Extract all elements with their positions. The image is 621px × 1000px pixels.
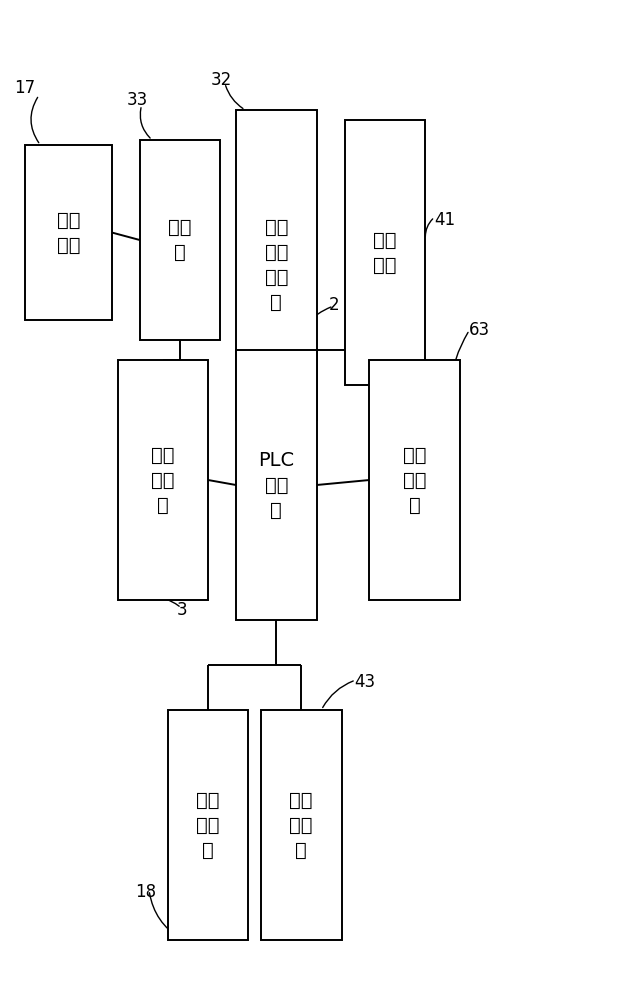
- Text: 光栅
接收
器: 光栅 接收 器: [196, 790, 220, 859]
- Text: 检测
探针: 检测 探针: [57, 210, 80, 254]
- FancyBboxPatch shape: [168, 710, 248, 940]
- FancyBboxPatch shape: [25, 145, 112, 320]
- FancyBboxPatch shape: [236, 110, 317, 420]
- Text: 光栅
发射
器: 光栅 发射 器: [289, 790, 313, 859]
- Text: 17: 17: [14, 79, 35, 97]
- Text: 41: 41: [435, 211, 456, 229]
- FancyBboxPatch shape: [140, 140, 220, 340]
- Text: 63: 63: [469, 321, 490, 339]
- Text: 18: 18: [135, 883, 156, 901]
- Text: 上位
机系
统: 上位 机系 统: [152, 446, 175, 514]
- Text: PLC
控制
器: PLC 控制 器: [258, 450, 294, 520]
- FancyBboxPatch shape: [236, 350, 317, 620]
- FancyBboxPatch shape: [261, 710, 342, 940]
- FancyBboxPatch shape: [369, 360, 460, 600]
- Text: 43: 43: [354, 673, 375, 691]
- Text: 视觉
检测
摄像
头: 视觉 检测 摄像 头: [265, 218, 288, 312]
- Text: 2: 2: [329, 296, 340, 314]
- Text: 33: 33: [127, 91, 148, 109]
- Text: 伺服
驱动
器: 伺服 驱动 器: [403, 446, 426, 514]
- FancyBboxPatch shape: [345, 120, 425, 385]
- Text: 报警
装置: 报警 装置: [373, 231, 397, 274]
- FancyBboxPatch shape: [118, 360, 208, 600]
- Text: 示波
器: 示波 器: [168, 218, 192, 262]
- Text: 3: 3: [177, 601, 188, 619]
- Text: 32: 32: [211, 71, 232, 89]
